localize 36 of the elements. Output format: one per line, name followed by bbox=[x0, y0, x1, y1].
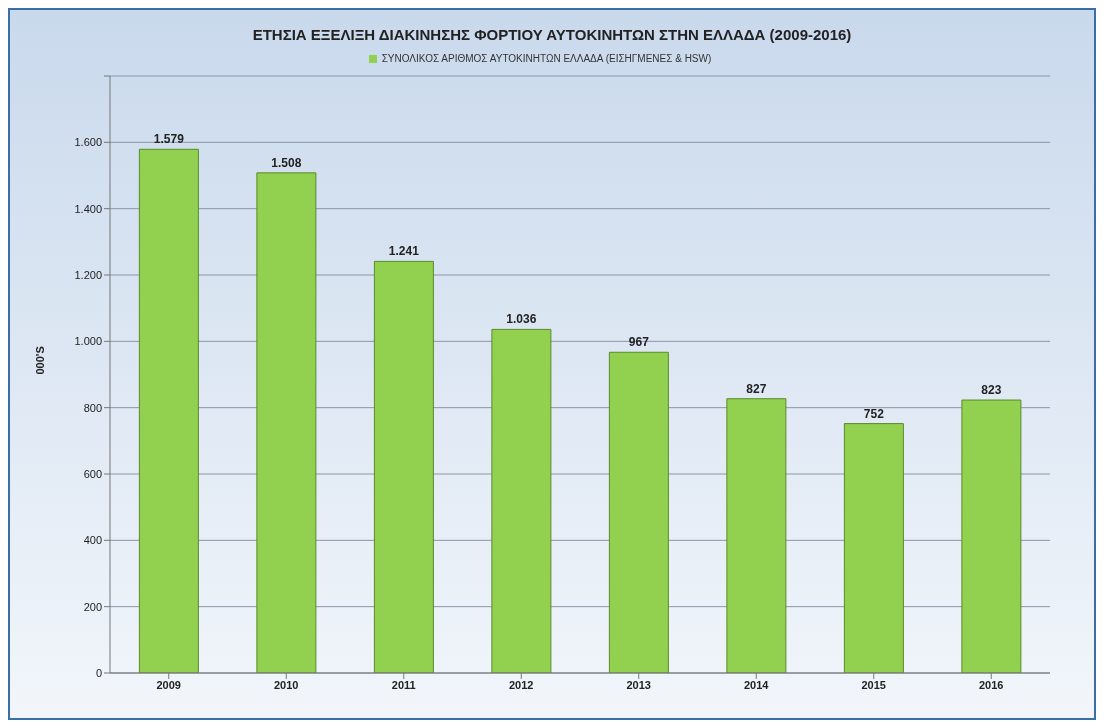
text: ΣΥΝΟΛΙΚΟΣ ΑΡΙΘΜΟΣ ΑΥΤΟΚΙΝΗΤΩΝ ΕΛΛΑΔΑ (ΕΙΣΗΓΜΕΝΕΣ & HSW) bbox=[381, 53, 712, 64]
y-tick-label: 600 bbox=[83, 467, 102, 480]
x-tick-label: 2015 bbox=[861, 678, 886, 691]
bar bbox=[256, 172, 317, 673]
x-tick-label: 2012 bbox=[509, 678, 534, 691]
bar bbox=[608, 351, 669, 673]
y-tick-label: 0 bbox=[95, 666, 102, 679]
y-axis-title: 000'S bbox=[33, 346, 46, 375]
y-tick-label: 1.600 bbox=[74, 136, 102, 149]
data-label: 823 bbox=[981, 383, 1002, 398]
bar bbox=[491, 328, 552, 673]
data-label: 967 bbox=[628, 335, 650, 350]
bar bbox=[843, 423, 904, 673]
x-tick-label: 2013 bbox=[626, 678, 651, 691]
bar bbox=[726, 398, 787, 673]
x-tick-label: 2011 bbox=[391, 678, 416, 691]
y-tick-label: 800 bbox=[83, 401, 102, 414]
bar bbox=[373, 260, 434, 673]
x-tick-label: 2010 bbox=[274, 678, 299, 691]
y-tick-label: 1.400 bbox=[74, 202, 102, 215]
data-label: 1.241 bbox=[388, 244, 420, 259]
data-label: 1.579 bbox=[153, 132, 185, 147]
chart-title: ΕΤΗΣΙΑ ΕΞΕΛΙΞΗ ΔΙΑΚΙΝΗΣΗΣ ΦΟΡΤΙΟΥ ΑΥΤΟΚΙΝΗΤΩΝ ΣΤΗΝ ΕΛΛΑΔΑ (2009-2016) bbox=[251, 25, 853, 43]
y-tick-label: 400 bbox=[83, 534, 102, 547]
bar bbox=[138, 148, 199, 673]
data-label: 1.508 bbox=[271, 155, 302, 170]
x-tick-label: 2016 bbox=[979, 678, 1004, 691]
y-tick-label: 1.200 bbox=[74, 268, 102, 281]
y-tick-label: 1.000 bbox=[74, 335, 102, 348]
x-tick-label: 2014 bbox=[744, 678, 770, 691]
x-tick-label: 2009 bbox=[156, 678, 181, 691]
data-label: 752 bbox=[863, 406, 885, 421]
data-label: 1.036 bbox=[506, 312, 537, 327]
y-tick-label: 200 bbox=[83, 600, 102, 613]
data-label: 827 bbox=[746, 381, 767, 396]
bar bbox=[961, 399, 1022, 673]
